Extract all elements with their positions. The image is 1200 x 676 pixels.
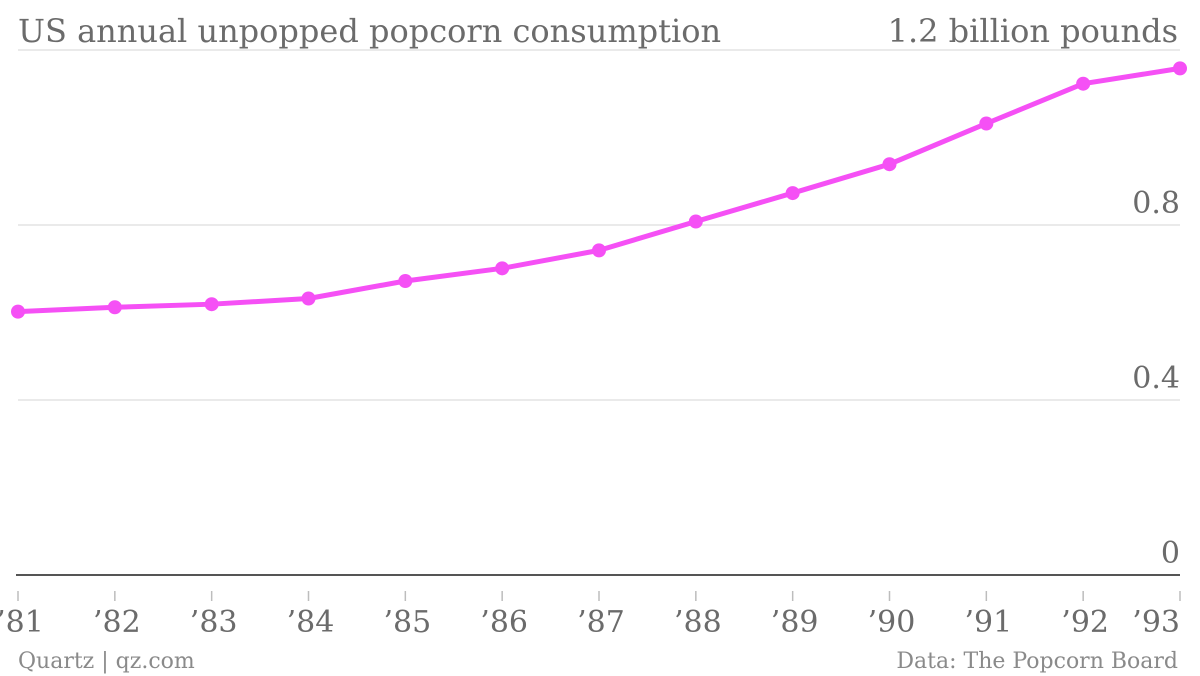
data-point (882, 157, 897, 172)
data-point (1173, 61, 1187, 76)
data-points (11, 61, 1187, 319)
data-point (592, 243, 606, 258)
x-ticks (17, 591, 1181, 601)
x-tick-labels: ’81 ’82 ’83 ’84 ’85 ’86 ’87 ’88 ’89 ’90 ’91 ’92 ’93 (0, 605, 1180, 640)
y-tick-label: 0.4 (1132, 361, 1180, 396)
x-tick-label: ’90 (868, 605, 916, 640)
data-point (204, 297, 219, 312)
x-tick-label: ’84 (287, 605, 335, 640)
y-tick-label: 0.8 (1132, 186, 1180, 221)
x-tick-label: ’83 (190, 605, 238, 640)
x-tick-label: ’92 (1061, 605, 1109, 640)
unit-label: 1.2 billion pounds (888, 12, 1178, 50)
x-tick-label: ’86 (480, 605, 528, 640)
data-point (107, 300, 122, 315)
x-tick-label: ’88 (674, 605, 722, 640)
y-tick-labels: 0 0.4 0.8 (1132, 186, 1180, 571)
chart-title: US annual unpopped popcorn consumption (18, 12, 721, 50)
x-tick-label: ’82 (93, 605, 141, 640)
footer-source-left: Quartz | qz.com (18, 649, 195, 674)
data-point (11, 304, 25, 319)
series-line (17, 65, 1181, 315)
x-tick-label: ’85 (383, 605, 431, 640)
x-tick-label: ’93 (1132, 605, 1180, 640)
footer-source-right: Data: The Popcorn Board (896, 649, 1178, 674)
data-point (301, 291, 316, 306)
data-point (1076, 76, 1091, 91)
grid (18, 49, 1180, 401)
data-point (495, 261, 510, 276)
data-point (979, 116, 994, 131)
x-tick-label: ’91 (964, 605, 1012, 640)
x-tick-label: ’81 (0, 605, 44, 640)
data-point (688, 214, 703, 229)
x-tick-label: ’87 (577, 605, 625, 640)
data-point (398, 274, 413, 288)
x-tick-label: ’89 (771, 605, 819, 640)
data-point (785, 186, 800, 201)
y-tick-label: 0 (1161, 536, 1180, 571)
